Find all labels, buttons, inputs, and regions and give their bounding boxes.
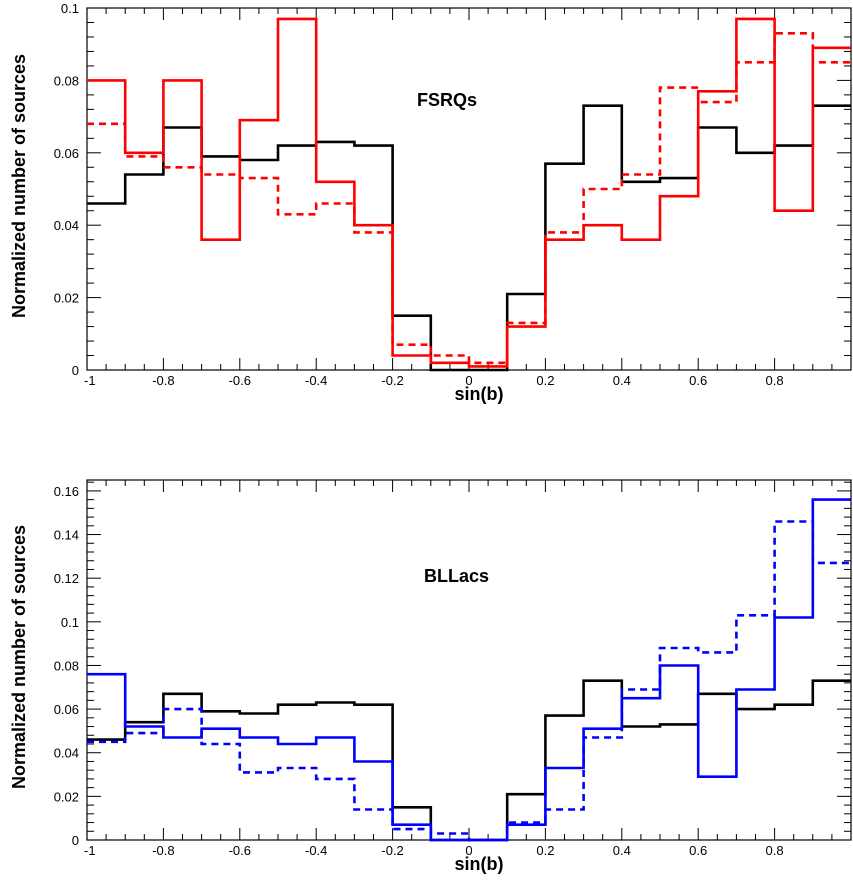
x-tick-label: 0 bbox=[465, 843, 472, 858]
y-tick-label: 0.04 bbox=[54, 218, 79, 233]
x-tick-label: -0.8 bbox=[152, 373, 174, 388]
x-tick-label: -0.2 bbox=[381, 843, 403, 858]
y-tick-label: 0 bbox=[72, 363, 79, 378]
histogram-series-1 bbox=[87, 498, 851, 842]
x-tick-label: -0.6 bbox=[229, 373, 251, 388]
y-tick-label: 0 bbox=[72, 833, 79, 848]
histogram-series-0 bbox=[87, 104, 851, 372]
x-tick-label: 0 bbox=[465, 373, 472, 388]
histogram-series-2 bbox=[87, 520, 851, 842]
y-tick-label: 0.06 bbox=[54, 146, 79, 161]
panel-label: FSRQs bbox=[417, 90, 477, 110]
x-tick-label: 0.4 bbox=[613, 373, 631, 388]
y-tick-label: 0.1 bbox=[61, 1, 79, 16]
panel-label: BLLacs bbox=[424, 566, 489, 586]
x-tick-label: 0.8 bbox=[766, 843, 784, 858]
x-tick-label: 0.6 bbox=[689, 843, 707, 858]
y-tick-label: 0.12 bbox=[54, 571, 79, 586]
y-axis-title: Normalized number of sources bbox=[9, 54, 29, 318]
y-tick-label: 0.02 bbox=[54, 789, 79, 804]
y-tick-label: 0.02 bbox=[54, 291, 79, 306]
y-tick-label: 0.04 bbox=[54, 746, 79, 761]
x-tick-label: -0.8 bbox=[152, 843, 174, 858]
x-axis-title: sin(b) bbox=[455, 854, 504, 874]
x-tick-label: -0.4 bbox=[305, 373, 327, 388]
histogram-series-1 bbox=[87, 17, 851, 368]
plot-frame bbox=[86, 479, 852, 841]
x-tick-label: 0.2 bbox=[536, 843, 554, 858]
y-tick-label: 0.08 bbox=[54, 658, 79, 673]
x-tick-label: 0.4 bbox=[613, 843, 631, 858]
y-tick-label: 0.16 bbox=[54, 484, 79, 499]
x-tick-label: -0.2 bbox=[381, 373, 403, 388]
x-tick-label: -1 bbox=[84, 373, 96, 388]
x-axis-title: sin(b) bbox=[455, 384, 504, 404]
fsrq-panel: -1 -0.8 -0.6 -0.4 -0.2 0 0.2 0.4 0.6 0.8 0 0.02 0.04… bbox=[9, 1, 852, 404]
x-tick-label: 0.6 bbox=[689, 373, 707, 388]
y-tick-label: 0.08 bbox=[54, 73, 79, 88]
x-tick-label: 0.8 bbox=[766, 373, 784, 388]
x-tick-label: 0.2 bbox=[536, 373, 554, 388]
histogram-series-2 bbox=[87, 31, 851, 365]
bllac-panel: -1 -0.8 -0.6 -0.4 -0.2 0 0.2 0.4 0.6 0.8 0 0.02 0.04… bbox=[9, 479, 852, 874]
y-tick-label: 0.1 bbox=[61, 615, 79, 630]
x-tick-label: -1 bbox=[84, 843, 96, 858]
x-tick-label: -0.4 bbox=[305, 843, 327, 858]
y-tick-label: 0.14 bbox=[54, 528, 79, 543]
y-tick-label: 0.06 bbox=[54, 702, 79, 717]
y-axis-title: Normalized number of sources bbox=[9, 525, 29, 789]
x-tick-label: -0.6 bbox=[229, 843, 251, 858]
